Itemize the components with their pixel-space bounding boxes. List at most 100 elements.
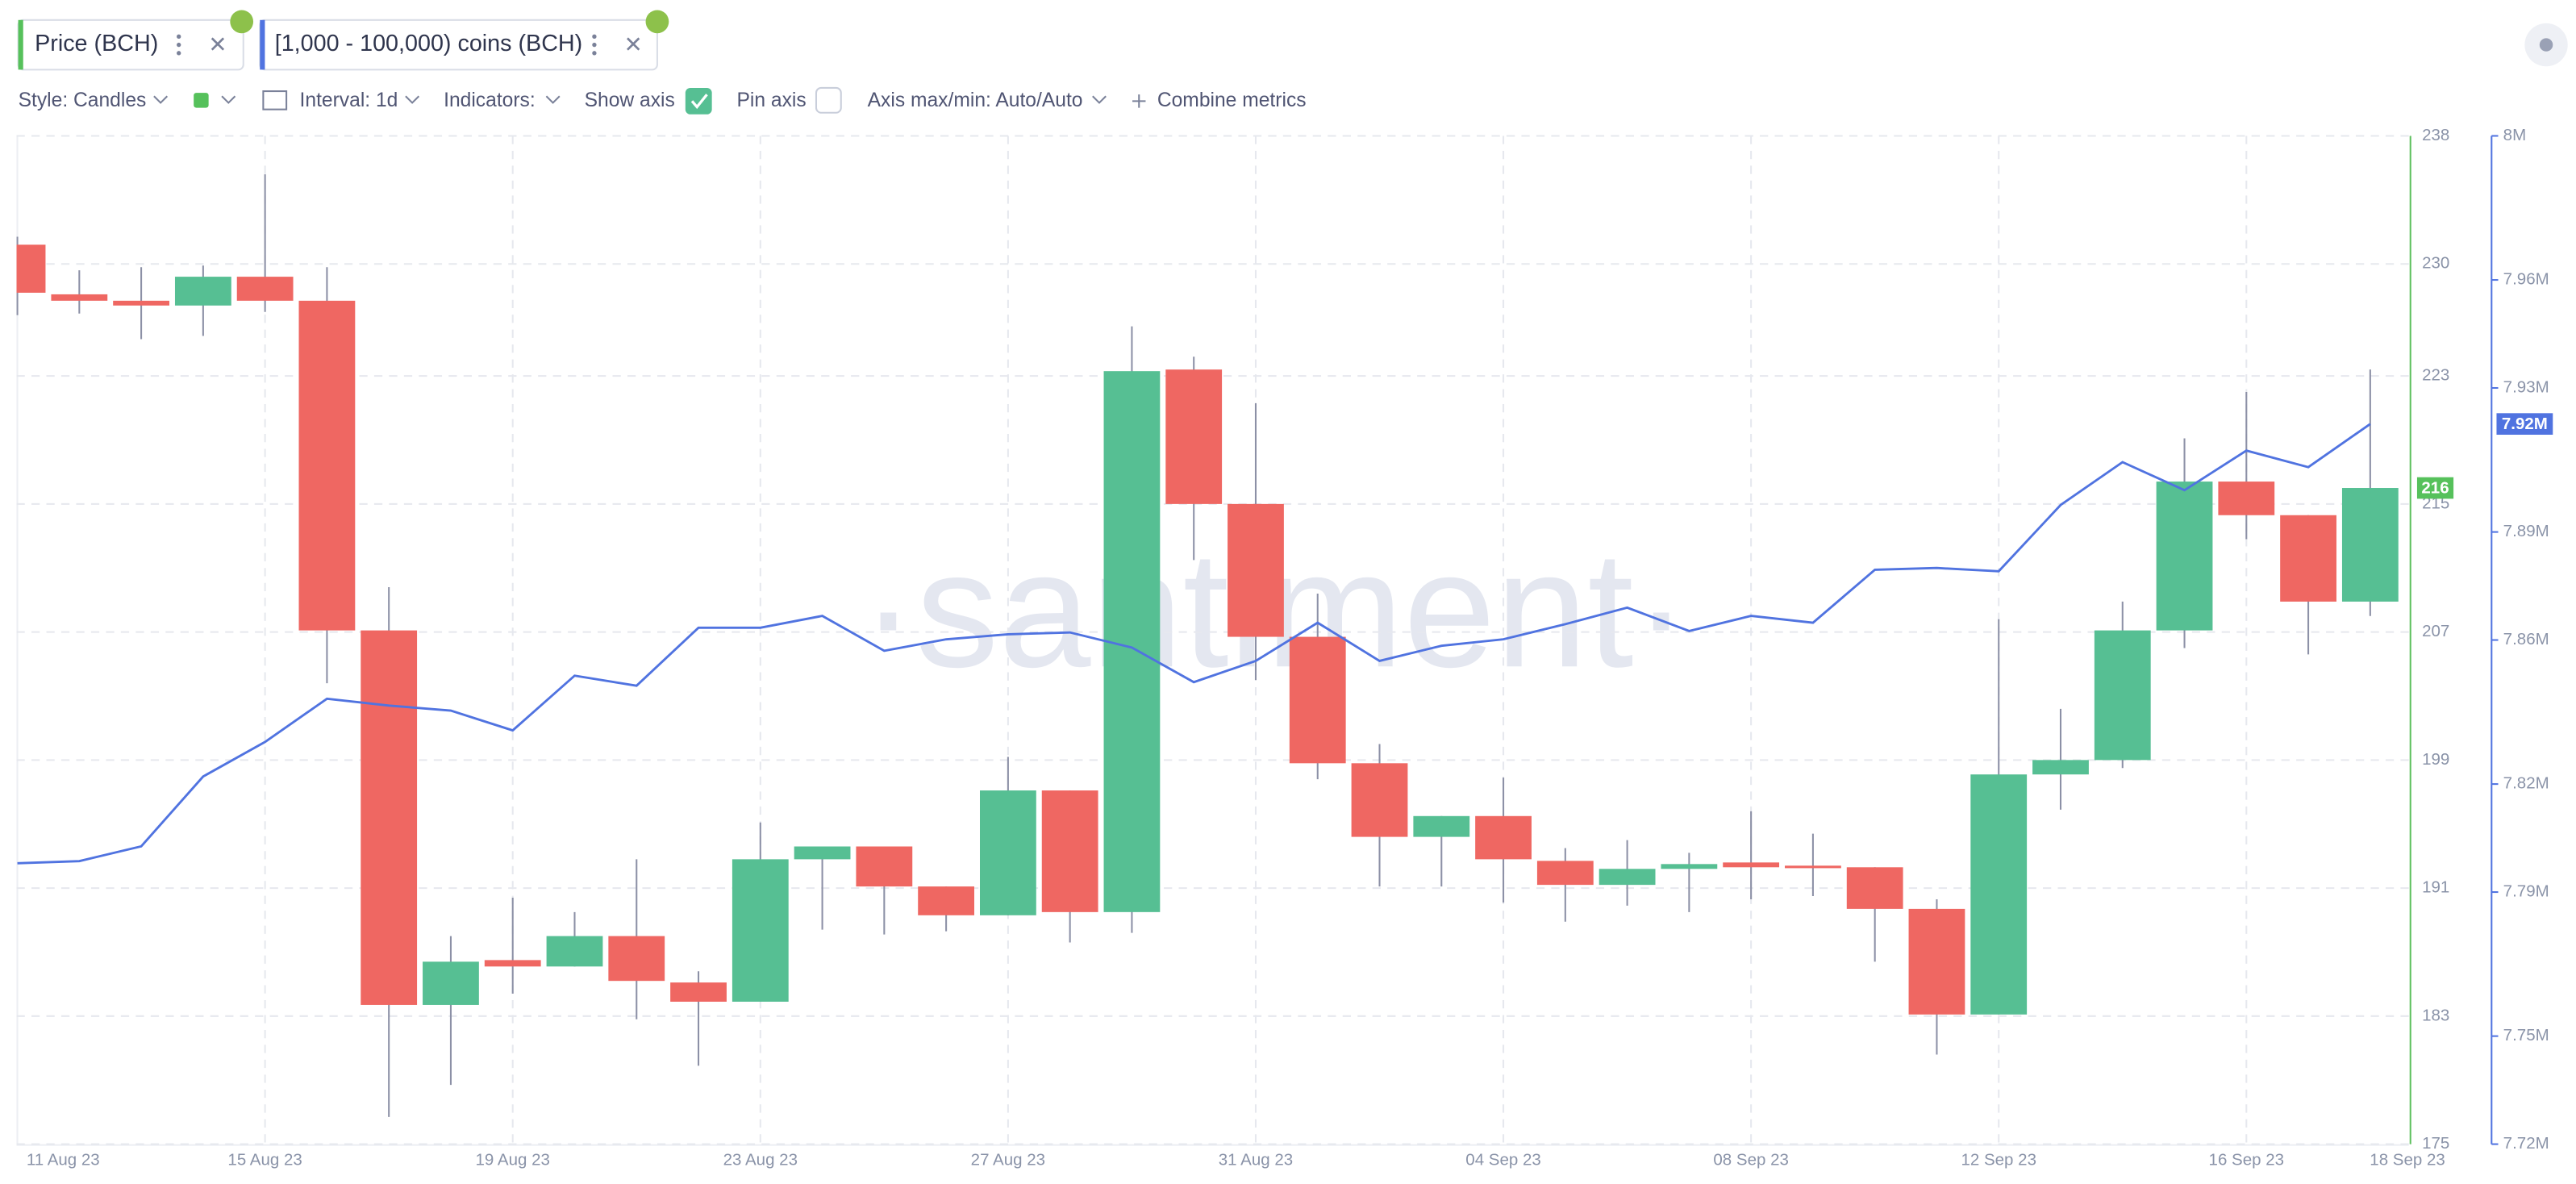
candle-body bbox=[174, 277, 231, 306]
candle-body bbox=[1475, 815, 1532, 860]
menu-dot[interactable] bbox=[177, 42, 181, 48]
last-value-badge bbox=[2496, 413, 2553, 435]
candle-body bbox=[236, 277, 294, 301]
plus-icon bbox=[1132, 94, 1146, 108]
y2-tick-label: 7.75M bbox=[2503, 1026, 2549, 1044]
candle-body bbox=[484, 960, 541, 967]
candle-body bbox=[2218, 482, 2275, 515]
menu-dot[interactable] bbox=[177, 34, 181, 39]
y2-tick-label: 7.86M bbox=[2503, 630, 2549, 648]
candle-body bbox=[2280, 515, 2336, 602]
plot-area bbox=[16, 174, 2399, 1117]
tab-label: [1,000 - 100,000) coins (BCH) bbox=[275, 31, 583, 56]
check-icon bbox=[690, 94, 708, 110]
y-tick-label: 175 bbox=[2422, 1134, 2449, 1153]
x-tick-label: 15 Aug 23 bbox=[227, 1151, 302, 1169]
menu-dot[interactable] bbox=[592, 34, 597, 39]
candle-body bbox=[608, 936, 665, 982]
candle-body bbox=[1723, 862, 1780, 868]
candle-body bbox=[1661, 864, 1718, 869]
candle-body bbox=[1846, 867, 1903, 909]
candle-body bbox=[16, 244, 46, 293]
menu-dot[interactable] bbox=[592, 42, 597, 48]
candle-body bbox=[1103, 371, 1161, 912]
series-line bbox=[17, 423, 2371, 865]
settings-icon bbox=[2539, 38, 2553, 52]
candle-body bbox=[51, 294, 108, 301]
color-swatch[interactable] bbox=[194, 93, 209, 108]
last-value-label: 7.92M bbox=[2502, 415, 2548, 433]
candle-body bbox=[423, 961, 479, 1005]
combine-metrics-button[interactable]: Combine metrics bbox=[1157, 90, 1307, 111]
candle-body bbox=[856, 846, 913, 887]
y2-tick-label: 8M bbox=[2503, 126, 2527, 144]
pin-axis-checkbox[interactable] bbox=[815, 86, 842, 114]
tab-label: Price (BCH) bbox=[35, 31, 158, 56]
last-price-label: 216 bbox=[2421, 478, 2449, 497]
y-tick-label: 238 bbox=[2422, 126, 2449, 144]
show-axis-label[interactable]: Show axis bbox=[585, 90, 675, 111]
x-tick-label: 11 Aug 23 bbox=[27, 1151, 100, 1169]
y-tick-label: 183 bbox=[2422, 1006, 2449, 1024]
metric-tab[interactable]: [1,000 - 100,000) coins (BCH) bbox=[259, 10, 669, 71]
chevron bbox=[221, 95, 236, 104]
chevron bbox=[545, 95, 561, 104]
y2-tick-label: 7.79M bbox=[2503, 882, 2549, 900]
x-tick-label: 18 Sep 23 bbox=[2370, 1151, 2445, 1169]
close-icon[interactable] bbox=[210, 37, 225, 51]
pin-axis-label[interactable]: Pin axis bbox=[736, 90, 806, 111]
candle-body bbox=[2094, 630, 2151, 761]
y2-tick-label: 7.72M bbox=[2503, 1134, 2549, 1153]
candle-body bbox=[2156, 482, 2213, 631]
interval-icon bbox=[262, 90, 288, 110]
interval-dropdown[interactable]: Interval: 1d bbox=[300, 90, 398, 111]
show-axis-checkbox[interactable] bbox=[685, 87, 712, 115]
candle-body bbox=[1785, 865, 1841, 869]
candle-body bbox=[1599, 869, 1656, 886]
candle-body bbox=[2032, 760, 2089, 775]
menu-dot[interactable] bbox=[177, 51, 181, 56]
x-tick-label: 19 Aug 23 bbox=[476, 1151, 550, 1169]
candle-body bbox=[361, 630, 418, 1005]
candle-body bbox=[732, 859, 789, 1002]
menu-dot[interactable] bbox=[592, 51, 597, 56]
x-tick-label: 23 Aug 23 bbox=[723, 1151, 798, 1169]
y2-tick-label: 7.96M bbox=[2503, 269, 2549, 288]
tab-accent bbox=[18, 19, 23, 70]
close-icon[interactable] bbox=[627, 37, 640, 51]
style-dropdown[interactable]: Style: Candles bbox=[19, 90, 147, 111]
candle-body bbox=[1289, 636, 1346, 764]
y-tick-label: 223 bbox=[2422, 366, 2449, 385]
candle-body bbox=[1536, 861, 1594, 886]
chevron bbox=[1092, 95, 1107, 104]
coin-badge bbox=[645, 10, 669, 34]
x-tick-label: 04 Sep 23 bbox=[1465, 1151, 1541, 1169]
candle-body bbox=[670, 982, 727, 1002]
indicators-dropdown[interactable]: Indicators: bbox=[444, 90, 536, 111]
candle-body bbox=[2341, 488, 2399, 602]
candle-body bbox=[1228, 503, 1284, 637]
axis-range-dropdown[interactable]: Axis max/min: Auto/Auto bbox=[868, 90, 1083, 111]
y-tick-label: 199 bbox=[2422, 750, 2449, 769]
candle-body bbox=[1413, 815, 1470, 837]
candle-body bbox=[298, 300, 356, 631]
candle-body bbox=[1351, 763, 1408, 837]
x-tick-label: 12 Sep 23 bbox=[1961, 1151, 2036, 1169]
candle-body bbox=[1908, 908, 1965, 1015]
candle-body bbox=[794, 846, 851, 860]
metric-tab[interactable]: Price (BCH) bbox=[17, 10, 254, 71]
y-tick-label: 191 bbox=[2422, 878, 2449, 897]
candle-body bbox=[1165, 369, 1223, 504]
x-tick-label: 16 Sep 23 bbox=[2209, 1151, 2285, 1169]
candle-body bbox=[113, 300, 169, 306]
x-tick-label: 27 Aug 23 bbox=[971, 1151, 1045, 1169]
chevron bbox=[153, 95, 169, 104]
chevron bbox=[405, 95, 420, 104]
candle-body bbox=[546, 936, 603, 967]
candle-body bbox=[1970, 774, 2028, 1015]
y-tick-label: 207 bbox=[2422, 622, 2449, 640]
y-tick-label: 230 bbox=[2422, 254, 2449, 273]
y2-tick-label: 7.93M bbox=[2503, 377, 2549, 396]
